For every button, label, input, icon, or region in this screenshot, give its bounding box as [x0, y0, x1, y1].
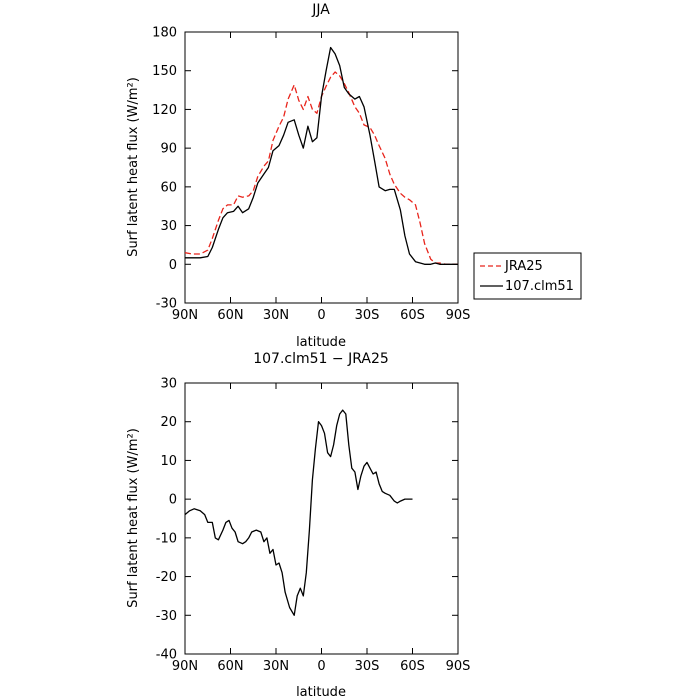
bottom-y-tick-label: 20	[160, 415, 177, 430]
bottom-y-axis-title: Surf latent heat flux (W/m²)	[126, 428, 141, 608]
top-x-tick-label: 60N	[217, 308, 243, 323]
bottom-x-tick-label: 60N	[217, 659, 243, 674]
top-x-tick-label: 90S	[446, 308, 471, 323]
top-y-tick-label: 30	[160, 219, 177, 234]
bottom-x-tick-label: 60S	[400, 659, 425, 674]
top-y-axis-title: Surf latent heat flux (W/m²)	[126, 77, 141, 257]
bottom-x-tick-label: 90N	[172, 659, 198, 674]
bottom-plot-frame	[184, 382, 459, 655]
top-y-tick-label: -30	[156, 297, 177, 312]
top-x-tick-label: 90N	[172, 308, 198, 323]
top-x-axis-title: latitude	[296, 335, 346, 350]
top-x-tick-label: 30S	[355, 308, 380, 323]
bottom-y-tick-label: 10	[160, 454, 177, 469]
legend-label-jra25: JRA25	[504, 259, 543, 274]
bottom-axis-ticks: 90N 60N 30N 0 30S 60S 90S -40 -30 -20 -10 0 10 20 30	[156, 377, 471, 675]
top-panel-title: JJA	[311, 2, 330, 18]
bottom-y-tick-label: -10	[156, 531, 177, 546]
bottom-y-tick-label: -20	[156, 570, 177, 585]
top-series-lines	[184, 46, 458, 265]
bottom-y-tick-label: 30	[160, 377, 177, 392]
bottom-series-lines	[184, 409, 413, 616]
top-axis-ticks: 90N 60N 30N 0 30S 60S 90S -30 0 30 60 90 120 150 180	[152, 26, 470, 324]
top-y-tick-label: 90	[160, 142, 177, 157]
bottom-series-line-0	[184, 409, 413, 616]
top-series-line-jra25	[184, 71, 458, 265]
top-x-tick-label: 60S	[400, 308, 425, 323]
bottom-y-tick-label: -40	[156, 648, 177, 663]
top-x-tick-label: 30N	[263, 308, 289, 323]
top-y-tick-label: 120	[152, 103, 177, 118]
bottom-x-tick-label: 90S	[446, 659, 471, 674]
bottom-y-tick-label: -30	[156, 609, 177, 624]
bottom-y-tick-label: 0	[169, 493, 177, 508]
legend-label-clm51: 107.clm51	[505, 279, 574, 294]
top-panel: JJA 90N 60N 30N 0 30S 60S 90S -30 0 30 60 90 120 150 1…	[126, 2, 470, 350]
top-y-tick-label: 150	[152, 64, 177, 79]
top-series-line-107-clm51	[185, 46, 458, 265]
top-y-tick-label: 0	[169, 258, 177, 273]
top-y-tick-label: 60	[160, 180, 177, 195]
legend-box	[473, 252, 582, 300]
bottom-panel: 107.clm51 − JRA25 90N 60N 30N 0 30S 60S 90S -40…	[126, 351, 470, 700]
bottom-x-tick-label: 30S	[355, 659, 380, 674]
bottom-panel-title: 107.clm51 − JRA25	[253, 351, 389, 367]
bottom-x-tick-label: 30N	[263, 659, 289, 674]
bottom-x-tick-label: 0	[317, 659, 325, 674]
top-x-tick-label: 0	[317, 308, 325, 323]
legend: JRA25 107.clm51	[473, 252, 582, 300]
top-y-tick-label: 180	[152, 26, 177, 41]
bottom-x-axis-title: latitude	[296, 685, 346, 700]
